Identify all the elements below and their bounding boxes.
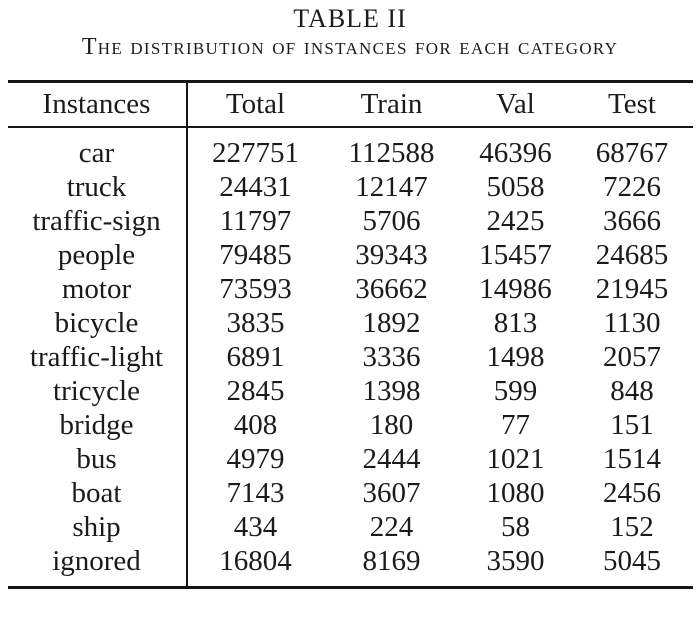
value-cell: 408 — [233, 408, 278, 441]
table-row: ship 434 224 58 152 — [7, 509, 693, 544]
value-cell: 180 — [369, 408, 414, 441]
instances-distribution-table: Instances Total Train Val Test car 227751 1125… — [7, 80, 693, 589]
value-cell: 36662 — [355, 272, 428, 305]
value-cell: 1021 — [486, 442, 545, 475]
value-cell: 39343 — [355, 238, 428, 271]
table-row: bridge 408 180 77 151 — [7, 407, 693, 442]
value-cell: 151 — [610, 408, 654, 441]
value-cell: 848 — [610, 374, 654, 407]
value-cell: 112588 — [348, 136, 435, 169]
value-cell: 1892 — [362, 306, 421, 339]
table-row: truck 24431 12147 5058 7226 — [7, 169, 693, 204]
value-cell: 16804 — [219, 544, 292, 577]
value-cell: 77 — [501, 408, 530, 441]
value-cell: 1130 — [603, 306, 661, 339]
value-cell: 813 — [493, 306, 538, 339]
table-caption: TABLE II The distribution of instances f… — [0, 0, 700, 61]
value-cell: 68767 — [595, 136, 669, 169]
category-cell: motor — [7, 271, 188, 306]
value-cell: 224 — [369, 510, 414, 543]
table-row: boat 7143 3607 1080 2456 — [7, 475, 693, 510]
table-subtitle: The distribution of instances for each c… — [81, 34, 619, 60]
value-cell: 1498 — [486, 340, 545, 373]
value-cell: 2057 — [603, 340, 661, 373]
value-cell: 5058 — [486, 170, 545, 203]
value-cell: 24431 — [219, 170, 292, 203]
category-cell: bicycle — [7, 305, 188, 340]
table-row: tricycle 2845 1398 599 848 — [7, 373, 693, 408]
value-cell: 11797 — [219, 204, 292, 237]
category-cell: people — [7, 237, 188, 272]
table-row: ignored 16804 8169 3590 5045 — [7, 543, 693, 587]
value-cell: 21945 — [595, 272, 669, 305]
table-row: motor 73593 36662 14986 21945 — [7, 271, 693, 306]
value-cell: 2845 — [226, 374, 285, 407]
value-cell: 73593 — [219, 272, 292, 305]
value-cell: 5045 — [603, 544, 661, 577]
category-cell: truck — [7, 169, 188, 204]
table-row: bus 4979 2444 1021 1514 — [7, 441, 693, 476]
value-cell: 599 — [493, 374, 538, 407]
table-row: people 79485 39343 15457 24685 — [7, 237, 693, 272]
table-row: traffic-sign 11797 5706 2425 3666 — [7, 203, 693, 238]
value-cell: 12147 — [355, 170, 428, 203]
table-row: car 227751 112588 46396 68767 — [7, 126, 693, 170]
value-cell: 14986 — [479, 272, 552, 305]
column-header-train: Train — [323, 81, 460, 128]
category-cell: ignored — [7, 543, 188, 587]
value-cell: 2444 — [362, 442, 421, 475]
value-cell: 3835 — [226, 306, 285, 339]
value-cell: 8169 — [362, 544, 421, 577]
table-body: car 227751 112588 46396 68767 truck 24431 12147… — [7, 126, 693, 587]
category-cell: car — [7, 126, 188, 170]
value-cell: 15457 — [479, 238, 552, 271]
category-cell: boat — [7, 475, 188, 510]
column-header-test: Test — [571, 81, 693, 128]
table-row: bicycle 3835 1892 813 1130 — [7, 305, 693, 340]
column-header-total: Total — [186, 81, 324, 128]
value-cell: 6891 — [226, 340, 285, 373]
table-title: TABLE II — [293, 4, 407, 33]
value-cell: 434 — [233, 510, 278, 543]
value-cell: 58 — [501, 510, 530, 543]
category-cell: bus — [7, 441, 188, 476]
category-cell: tricycle — [7, 373, 188, 408]
category-cell: bridge — [7, 407, 188, 442]
value-cell: 4979 — [226, 442, 285, 475]
header-row: Instances Total Train Val Test — [7, 81, 693, 128]
value-cell: 2425 — [486, 204, 545, 237]
table-header: Instances Total Train Val Test — [7, 81, 693, 128]
column-header-instances: Instances — [7, 81, 188, 128]
category-cell: ship — [7, 509, 188, 544]
value-cell: 3590 — [486, 544, 545, 577]
value-cell: 1080 — [486, 476, 545, 509]
value-cell: 1514 — [603, 442, 661, 475]
value-cell: 227751 — [212, 136, 299, 169]
value-cell: 5706 — [362, 204, 421, 237]
value-cell: 24685 — [595, 238, 669, 271]
table-row: traffic-light 6891 3336 1498 2057 — [7, 339, 693, 374]
column-header-val: Val — [459, 81, 572, 128]
value-cell: 152 — [610, 510, 654, 543]
value-cell: 7226 — [603, 170, 661, 203]
value-cell: 46396 — [479, 136, 552, 169]
value-cell: 3607 — [362, 476, 421, 509]
value-cell: 1398 — [362, 374, 421, 407]
value-cell: 3336 — [362, 340, 421, 373]
category-cell: traffic-light — [7, 339, 188, 374]
category-cell: traffic-sign — [7, 203, 188, 238]
value-cell: 7143 — [226, 476, 285, 509]
value-cell: 3666 — [603, 204, 661, 237]
value-cell: 79485 — [219, 238, 292, 271]
value-cell: 2456 — [603, 476, 661, 509]
